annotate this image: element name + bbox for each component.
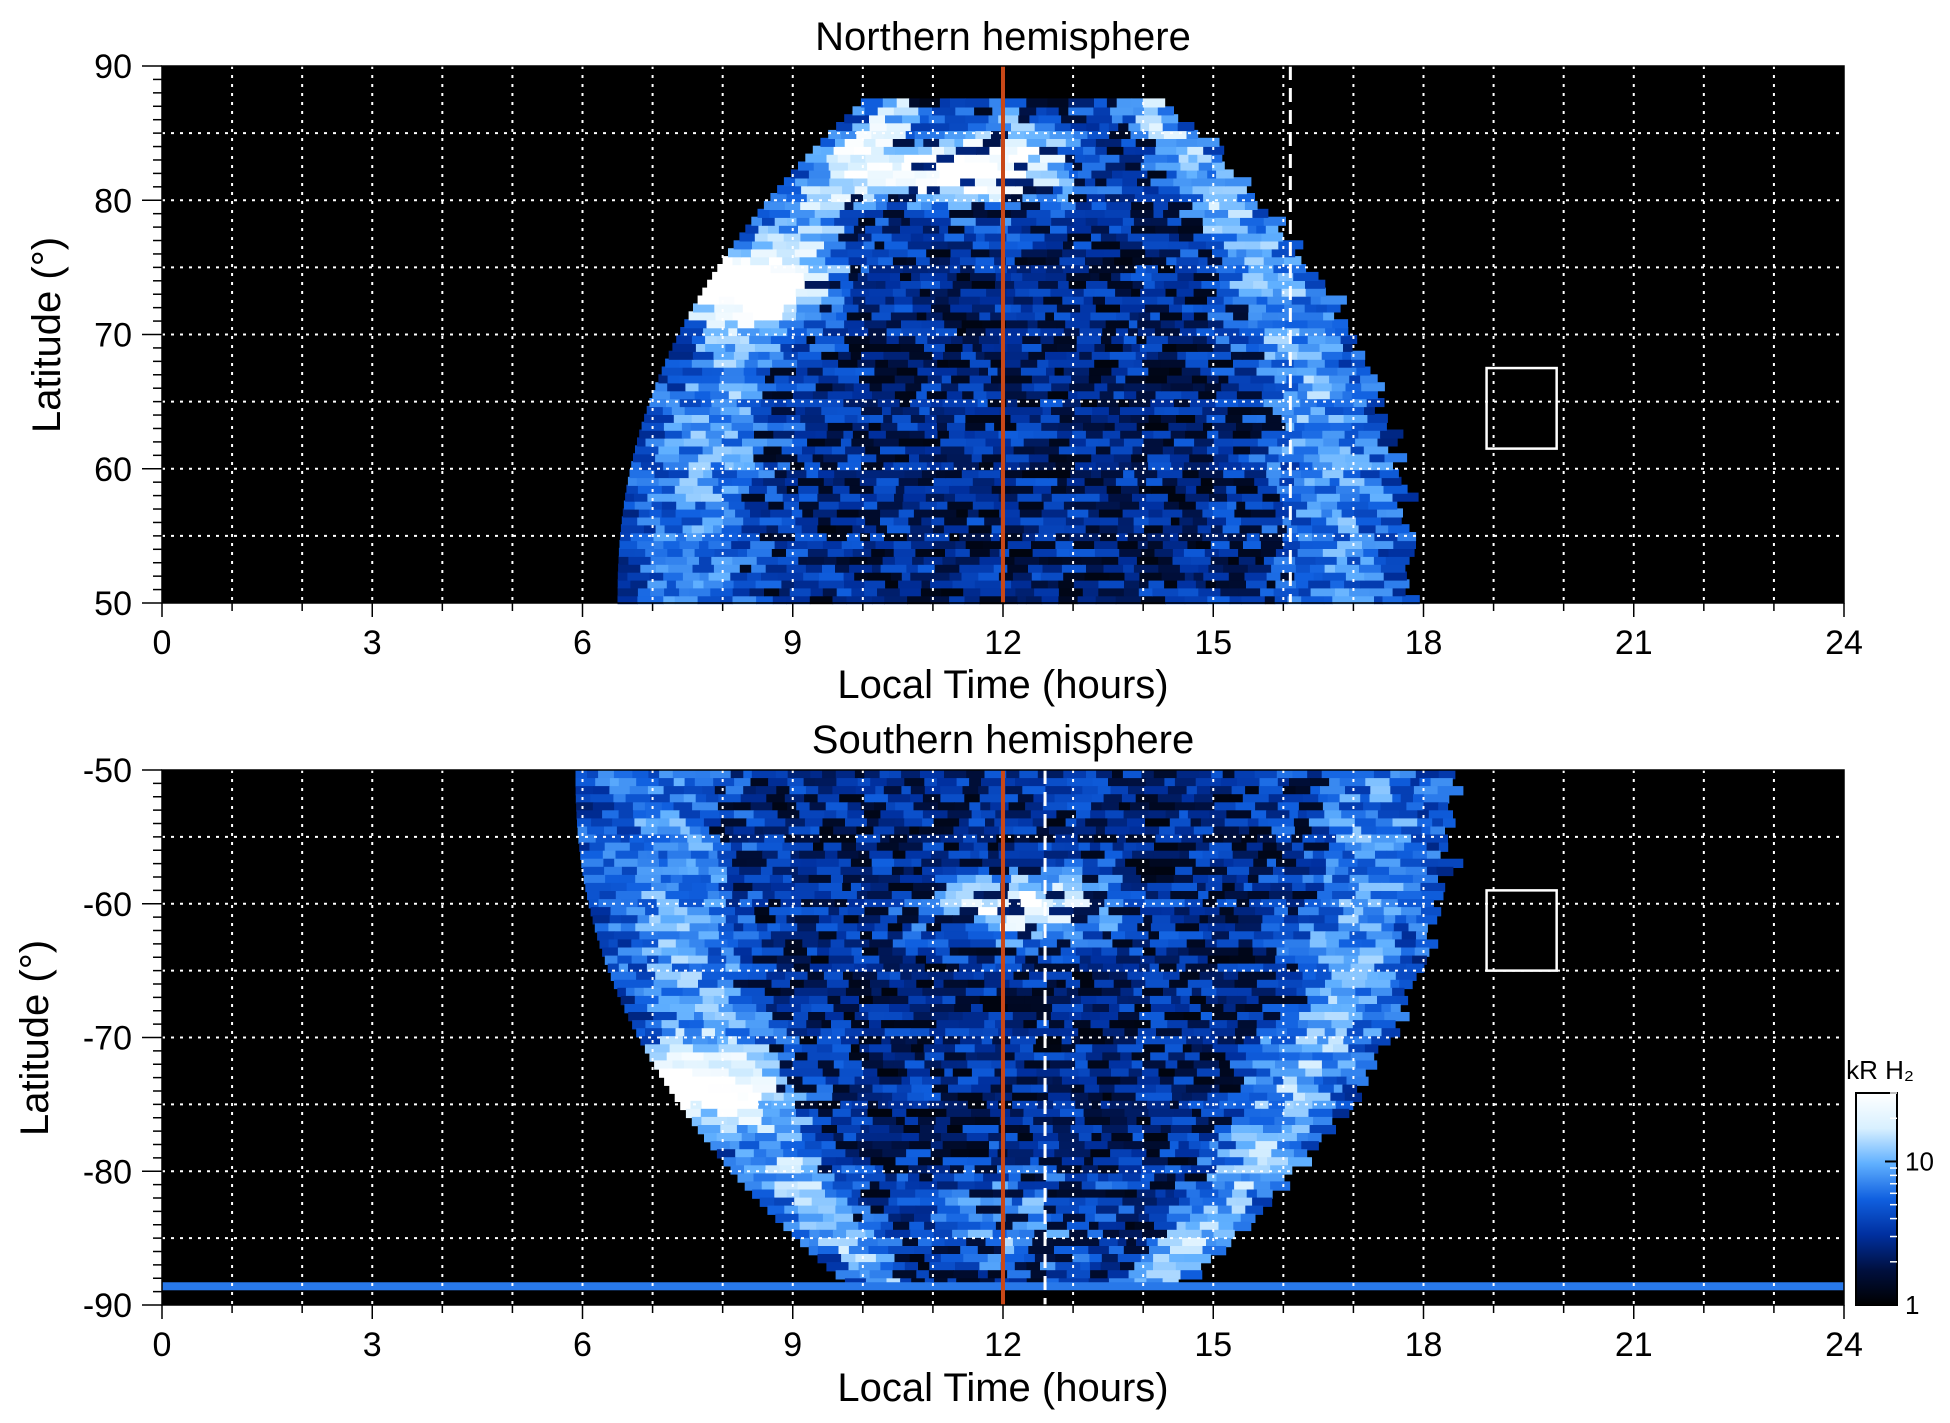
northern-ylabel: Latitude (°) [25,237,69,433]
x-tick-label: 9 [783,1326,802,1364]
colorbar: kR H₂ 1 10 [1846,1055,1934,1320]
y-tick-label: 70 [94,317,132,355]
colorbar-ticks: 1 10 [1885,1092,1934,1320]
x-tick-label: 12 [984,624,1022,662]
y-tick-label: -60 [83,886,132,924]
southern-y-ticks: -50 -60 -70 -80 -90 [83,752,162,1325]
x-tick-label: 3 [363,624,382,662]
colorbar-scale [1855,1092,1898,1306]
northern-x-ticks: 0 3 6 9 12 15 18 21 24 [153,603,1863,662]
southern-grid [162,770,1844,1305]
y-tick-label: 90 [94,48,132,86]
southern-ylabel: Latitude (°) [13,940,57,1136]
colorbar-tick-label: 1 [1905,1290,1919,1320]
x-tick-label: 6 [573,1326,592,1364]
x-tick-label: 15 [1194,1326,1232,1364]
colorbar-label: kR H₂ [1846,1055,1914,1085]
x-tick-label: 12 [984,1326,1022,1364]
y-tick-label: -80 [83,1153,132,1191]
y-tick-label: -90 [83,1287,132,1325]
x-tick-label: 6 [573,624,592,662]
northern-panel: Northern hemisphere 0 3 6 9 12 15 18 21 24 50 60 7… [25,15,1863,707]
x-tick-label: 0 [153,624,172,662]
x-tick-label: 18 [1405,1326,1443,1364]
y-tick-label: 60 [94,451,132,489]
y-tick-label: 50 [94,585,132,623]
x-tick-label: 24 [1825,1326,1863,1364]
northern-y-ticks: 50 60 70 80 90 [94,48,162,623]
reference-box [1485,889,1558,972]
x-tick-label: 9 [783,624,802,662]
southern-title: Southern hemisphere [812,718,1194,762]
southern-x-ticks: 0 3 6 9 12 15 18 21 24 [153,1305,1863,1364]
colorbar-tick-label: 10 [1905,1146,1934,1176]
x-tick-label: 21 [1615,624,1653,662]
reference-box [1485,366,1558,450]
y-tick-label: -50 [83,752,132,790]
x-tick-label: 15 [1194,624,1232,662]
northern-grid [162,66,1844,603]
southern-heatmap [162,770,1844,1291]
southern-panel: Southern hemisphere 0 3 6 9 12 15 18 21 24 -50 -6… [13,718,1863,1410]
x-tick-label: 21 [1615,1326,1653,1364]
y-tick-label: -70 [83,1020,132,1058]
x-tick-label: 0 [153,1326,172,1364]
northern-xlabel: Local Time (hours) [837,663,1168,707]
x-tick-label: 18 [1405,624,1443,662]
x-tick-label: 24 [1825,624,1863,662]
x-tick-label: 3 [363,1326,382,1364]
northern-title: Northern hemisphere [815,15,1191,59]
southern-xlabel: Local Time (hours) [837,1366,1168,1410]
y-tick-label: 80 [94,182,132,220]
